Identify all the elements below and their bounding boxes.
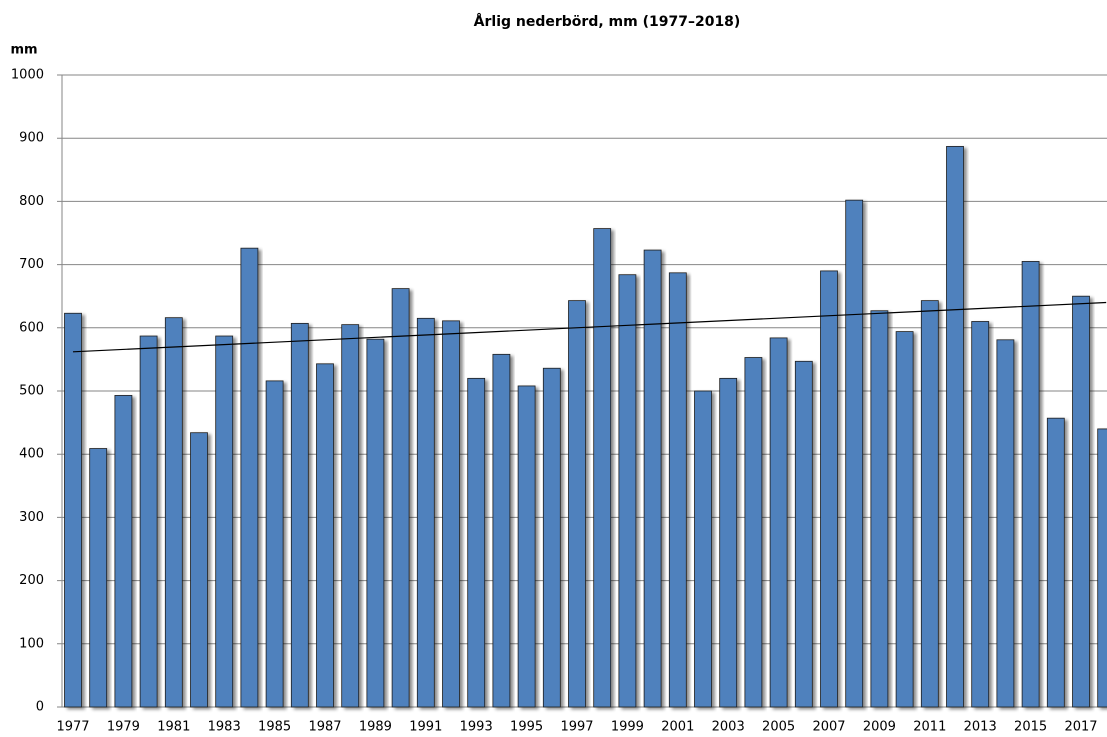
bar — [442, 320, 460, 708]
bar — [190, 432, 208, 708]
bar — [467, 377, 486, 708]
bar — [996, 339, 1015, 708]
y-tick-label: 400 — [19, 447, 44, 462]
bar — [1021, 261, 1040, 708]
x-tick-label: 1999 — [611, 720, 644, 735]
bar — [1072, 295, 1090, 708]
x-tick-label: 2001 — [661, 720, 694, 735]
y-tick-label: 0 — [36, 700, 44, 715]
bar — [240, 247, 259, 708]
bar — [542, 367, 561, 708]
bar — [668, 272, 687, 708]
x-tick-label: 1987 — [308, 720, 341, 735]
x-tick-label: 2009 — [863, 720, 896, 735]
x-tick-label: 2007 — [812, 720, 845, 735]
y-tick-label: 200 — [19, 573, 44, 588]
x-tick-label: 1989 — [359, 720, 392, 735]
y-tick-label: 700 — [19, 257, 44, 272]
y-tick-label: 100 — [19, 636, 44, 651]
x-tick-label: 2011 — [913, 720, 946, 735]
x-tick-label: 1981 — [157, 720, 190, 735]
y-tick-label: 1000 — [11, 68, 44, 83]
y-tick-label: 500 — [19, 384, 44, 399]
bar — [870, 310, 889, 708]
y-axis-label: mm — [10, 43, 37, 58]
bar — [971, 321, 990, 708]
x-tick-label: 2005 — [762, 720, 795, 735]
bar — [744, 357, 763, 708]
bar — [794, 360, 813, 708]
x-tick-label: 2003 — [712, 720, 745, 735]
x-tick-label: 2015 — [1014, 720, 1047, 735]
x-tick-label: 1985 — [258, 720, 291, 735]
bar — [593, 228, 612, 708]
bar — [820, 270, 838, 708]
y-tick-label: 600 — [19, 320, 44, 335]
y-tick-label: 800 — [19, 194, 44, 209]
bar — [89, 448, 108, 708]
x-tick-label: 1993 — [460, 720, 493, 735]
bar — [366, 338, 385, 708]
y-tick-label: 900 — [19, 131, 44, 146]
bar — [517, 385, 536, 708]
bar — [114, 395, 133, 708]
x-tick-label: 2017 — [1064, 720, 1097, 735]
x-tick-label: 2013 — [964, 720, 997, 735]
bar — [946, 146, 964, 708]
x-tick-label: 1983 — [208, 720, 241, 735]
bar — [341, 324, 360, 708]
x-tick-label: 1991 — [409, 720, 442, 735]
bar — [769, 337, 788, 708]
bar — [618, 274, 637, 708]
bar — [1046, 417, 1065, 708]
trend-line — [72, 301, 1107, 353]
bar — [215, 335, 234, 708]
bar — [845, 199, 864, 708]
bar — [920, 300, 939, 708]
x-tick-label: 1977 — [56, 720, 89, 735]
bar — [643, 249, 662, 708]
bar — [416, 317, 435, 708]
bar — [1097, 428, 1107, 708]
y-tick-label: 300 — [19, 510, 44, 525]
bar — [316, 363, 334, 708]
bar — [265, 380, 284, 708]
bar — [719, 377, 738, 708]
x-tick-label: 1997 — [560, 720, 593, 735]
bar — [694, 390, 712, 708]
bar — [164, 317, 183, 708]
bar — [290, 322, 309, 708]
bar — [568, 300, 586, 708]
x-tick-label: 1979 — [107, 720, 140, 735]
bar — [492, 353, 511, 708]
x-tick-label: 1995 — [510, 720, 543, 735]
bar — [895, 331, 914, 708]
bar — [391, 288, 410, 708]
bar — [64, 312, 82, 708]
chart-title: Årlig nederbörd, mm (1977–2018) — [474, 13, 741, 30]
bar — [139, 335, 158, 708]
